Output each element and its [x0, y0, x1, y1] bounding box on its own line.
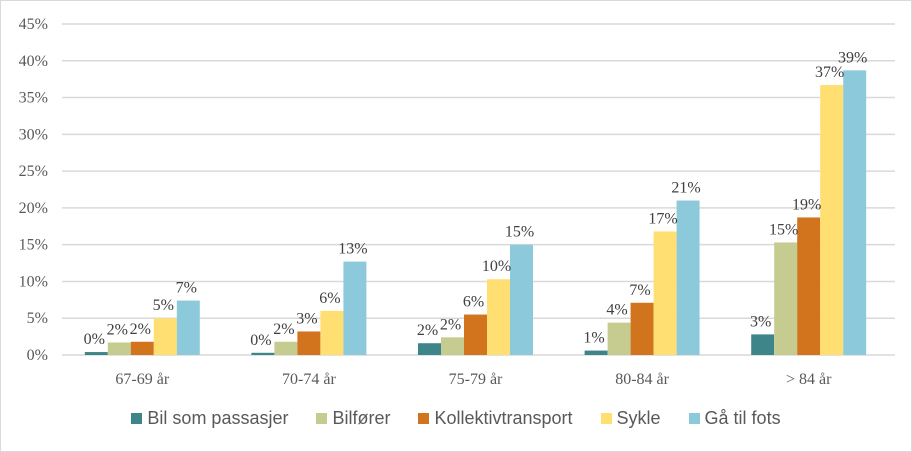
bar — [84, 352, 108, 355]
data-label: 15% — [769, 221, 798, 238]
bar — [176, 300, 200, 355]
y-axis-ticks: 0% 5% 10% 15% 20% 25% 30% 35% 40% 45% — [19, 16, 48, 364]
x-axis-ticks: 67-69 år 70-74 år 75-79 år 80-84 år > 84 år — [115, 371, 832, 388]
data-label: 2% — [107, 321, 128, 338]
x-tick-label: 70-74 år — [282, 371, 336, 388]
data-label: 0% — [84, 331, 105, 348]
legend-item: Kollektivtransport — [418, 407, 573, 429]
bars — [84, 70, 867, 355]
legend-label: Gå til fots — [704, 407, 781, 428]
legend-label: Sykle — [616, 407, 661, 428]
data-label: 5% — [153, 297, 174, 314]
bar — [320, 310, 344, 355]
legend-swatch — [131, 412, 143, 424]
legend-item: Bil som passasjer — [131, 408, 288, 429]
bar — [251, 352, 275, 355]
legend: Bil som passasjer Bilfører Kollektivtransp… — [0, 404, 912, 432]
bar-chart: 0%5%10%15%20%25%30%35%40%45% 0%2% 2%5%7%0… — [19, 16, 895, 388]
legend-swatch — [688, 412, 700, 424]
bar — [487, 279, 510, 355]
legend-item: Sykle — [600, 407, 661, 429]
legend-item: Bilfører — [316, 408, 390, 429]
bar — [653, 231, 677, 355]
bar — [107, 342, 131, 355]
bar — [441, 337, 464, 355]
bar — [130, 341, 154, 355]
data-label: 7% — [176, 280, 197, 297]
y-tick-label: 5% — [27, 310, 48, 327]
legend-swatch — [316, 412, 328, 424]
y-tick-label: 45% — [19, 16, 48, 33]
y-tick-label: 15% — [19, 237, 48, 254]
x-tick-label: 80-84 år — [615, 371, 669, 388]
bar — [584, 350, 608, 355]
data-label: 4% — [606, 302, 627, 319]
bar — [843, 70, 867, 355]
data-label: 1% — [583, 330, 604, 347]
legend-item: Gå til fots — [688, 407, 781, 429]
data-label: 7% — [629, 282, 650, 299]
data-label: 15% — [505, 224, 534, 241]
bar — [820, 85, 844, 355]
bar — [630, 302, 654, 355]
data-label: 2% — [440, 316, 461, 333]
bar — [607, 322, 631, 355]
legend-label: Bilfører — [332, 407, 391, 428]
legend-swatch — [418, 412, 430, 424]
y-tick-label: 20% — [19, 200, 48, 217]
data-label: 13% — [338, 241, 367, 258]
bar — [153, 318, 177, 355]
y-tick-label: 25% — [19, 163, 48, 180]
data-label: 2% — [273, 321, 294, 338]
data-labels: 0%2% 2%5%7%0%2%3%6%13%2% 2%6%10%15%1%4%7%1… — [84, 49, 868, 348]
x-tick-label: > 84 år — [786, 371, 832, 388]
legend-label: Kollektivtransport — [434, 407, 573, 428]
y-tick-label: 0% — [27, 347, 48, 364]
bar — [418, 343, 441, 355]
bar — [464, 314, 487, 355]
data-label: 0% — [250, 332, 271, 349]
data-label: 39% — [838, 49, 867, 66]
y-tick-label: 10% — [19, 273, 48, 290]
data-label: 2% — [130, 321, 151, 338]
bar — [676, 200, 700, 355]
x-tick-label: 75-79 år — [449, 371, 503, 388]
data-label: 19% — [792, 196, 821, 213]
y-tick-label: 35% — [19, 90, 48, 107]
bar — [274, 341, 298, 355]
bar — [797, 217, 821, 355]
data-label: 3% — [296, 310, 317, 327]
x-tick-label: 67-69 år — [115, 371, 169, 388]
data-label: 6% — [463, 294, 484, 311]
data-label: 10% — [482, 258, 511, 275]
bar — [774, 242, 798, 355]
y-tick-label: 30% — [19, 126, 48, 143]
bar — [343, 261, 367, 355]
data-label: 37% — [815, 64, 844, 81]
legend-swatch — [600, 412, 612, 424]
data-label: 3% — [750, 313, 771, 330]
data-label: 2% — [417, 322, 438, 339]
data-label: 6% — [319, 290, 340, 307]
y-tick-label: 40% — [19, 53, 48, 70]
legend-label: Bil som passasjer — [147, 407, 289, 428]
data-label: 17% — [648, 210, 677, 227]
bar — [510, 244, 533, 355]
bar — [297, 331, 321, 355]
data-label: 21% — [671, 180, 700, 197]
bar — [751, 334, 775, 355]
